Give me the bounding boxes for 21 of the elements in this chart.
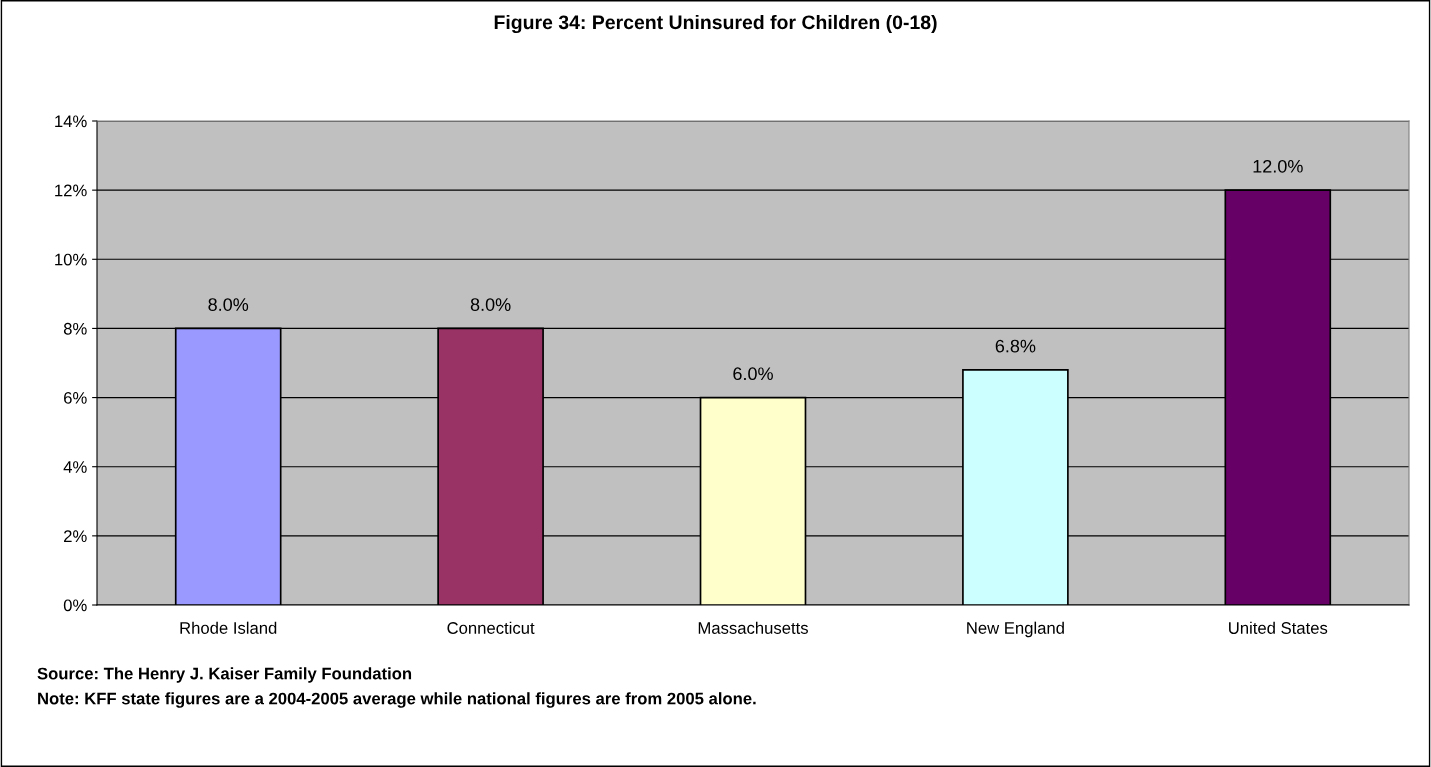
y-tick-label: 2% — [64, 530, 87, 542]
x-tick-label: Rhode Island — [180, 621, 277, 634]
chart-title: Figure 34: Percent Uninsured for Children (0-18) — [494, 14, 937, 34]
x-tick-label: Massachusetts — [698, 621, 808, 634]
data-label: 6.0% — [733, 367, 773, 381]
source-note: Source: The Henry J. Kaiser Family Foundation — [37, 667, 412, 683]
y-tick-label: 6% — [64, 391, 87, 404]
data-label: 8.0% — [208, 298, 249, 311]
data-label: 8.0% — [470, 298, 511, 311]
data-label: 12.0% — [1253, 159, 1303, 173]
y-tick-label: 10% — [55, 253, 87, 266]
text: Note: KFF state figures are a 2004-2005 average while national figures are from 2005 alone. — [38, 692, 756, 708]
y-tick-label: 12% — [55, 184, 87, 197]
y-tick-label: 0% — [63, 599, 87, 612]
x-tick-label: Connecticut — [447, 621, 535, 634]
x-tick-label: New England — [967, 621, 1064, 638]
y-tick-label: 8% — [63, 322, 87, 335]
x-tick-label: United States — [1229, 621, 1328, 634]
data-label: 6.8% — [995, 339, 1036, 353]
y-tick-label: 4% — [63, 461, 87, 473]
y-tick-label: 14% — [55, 115, 87, 128]
